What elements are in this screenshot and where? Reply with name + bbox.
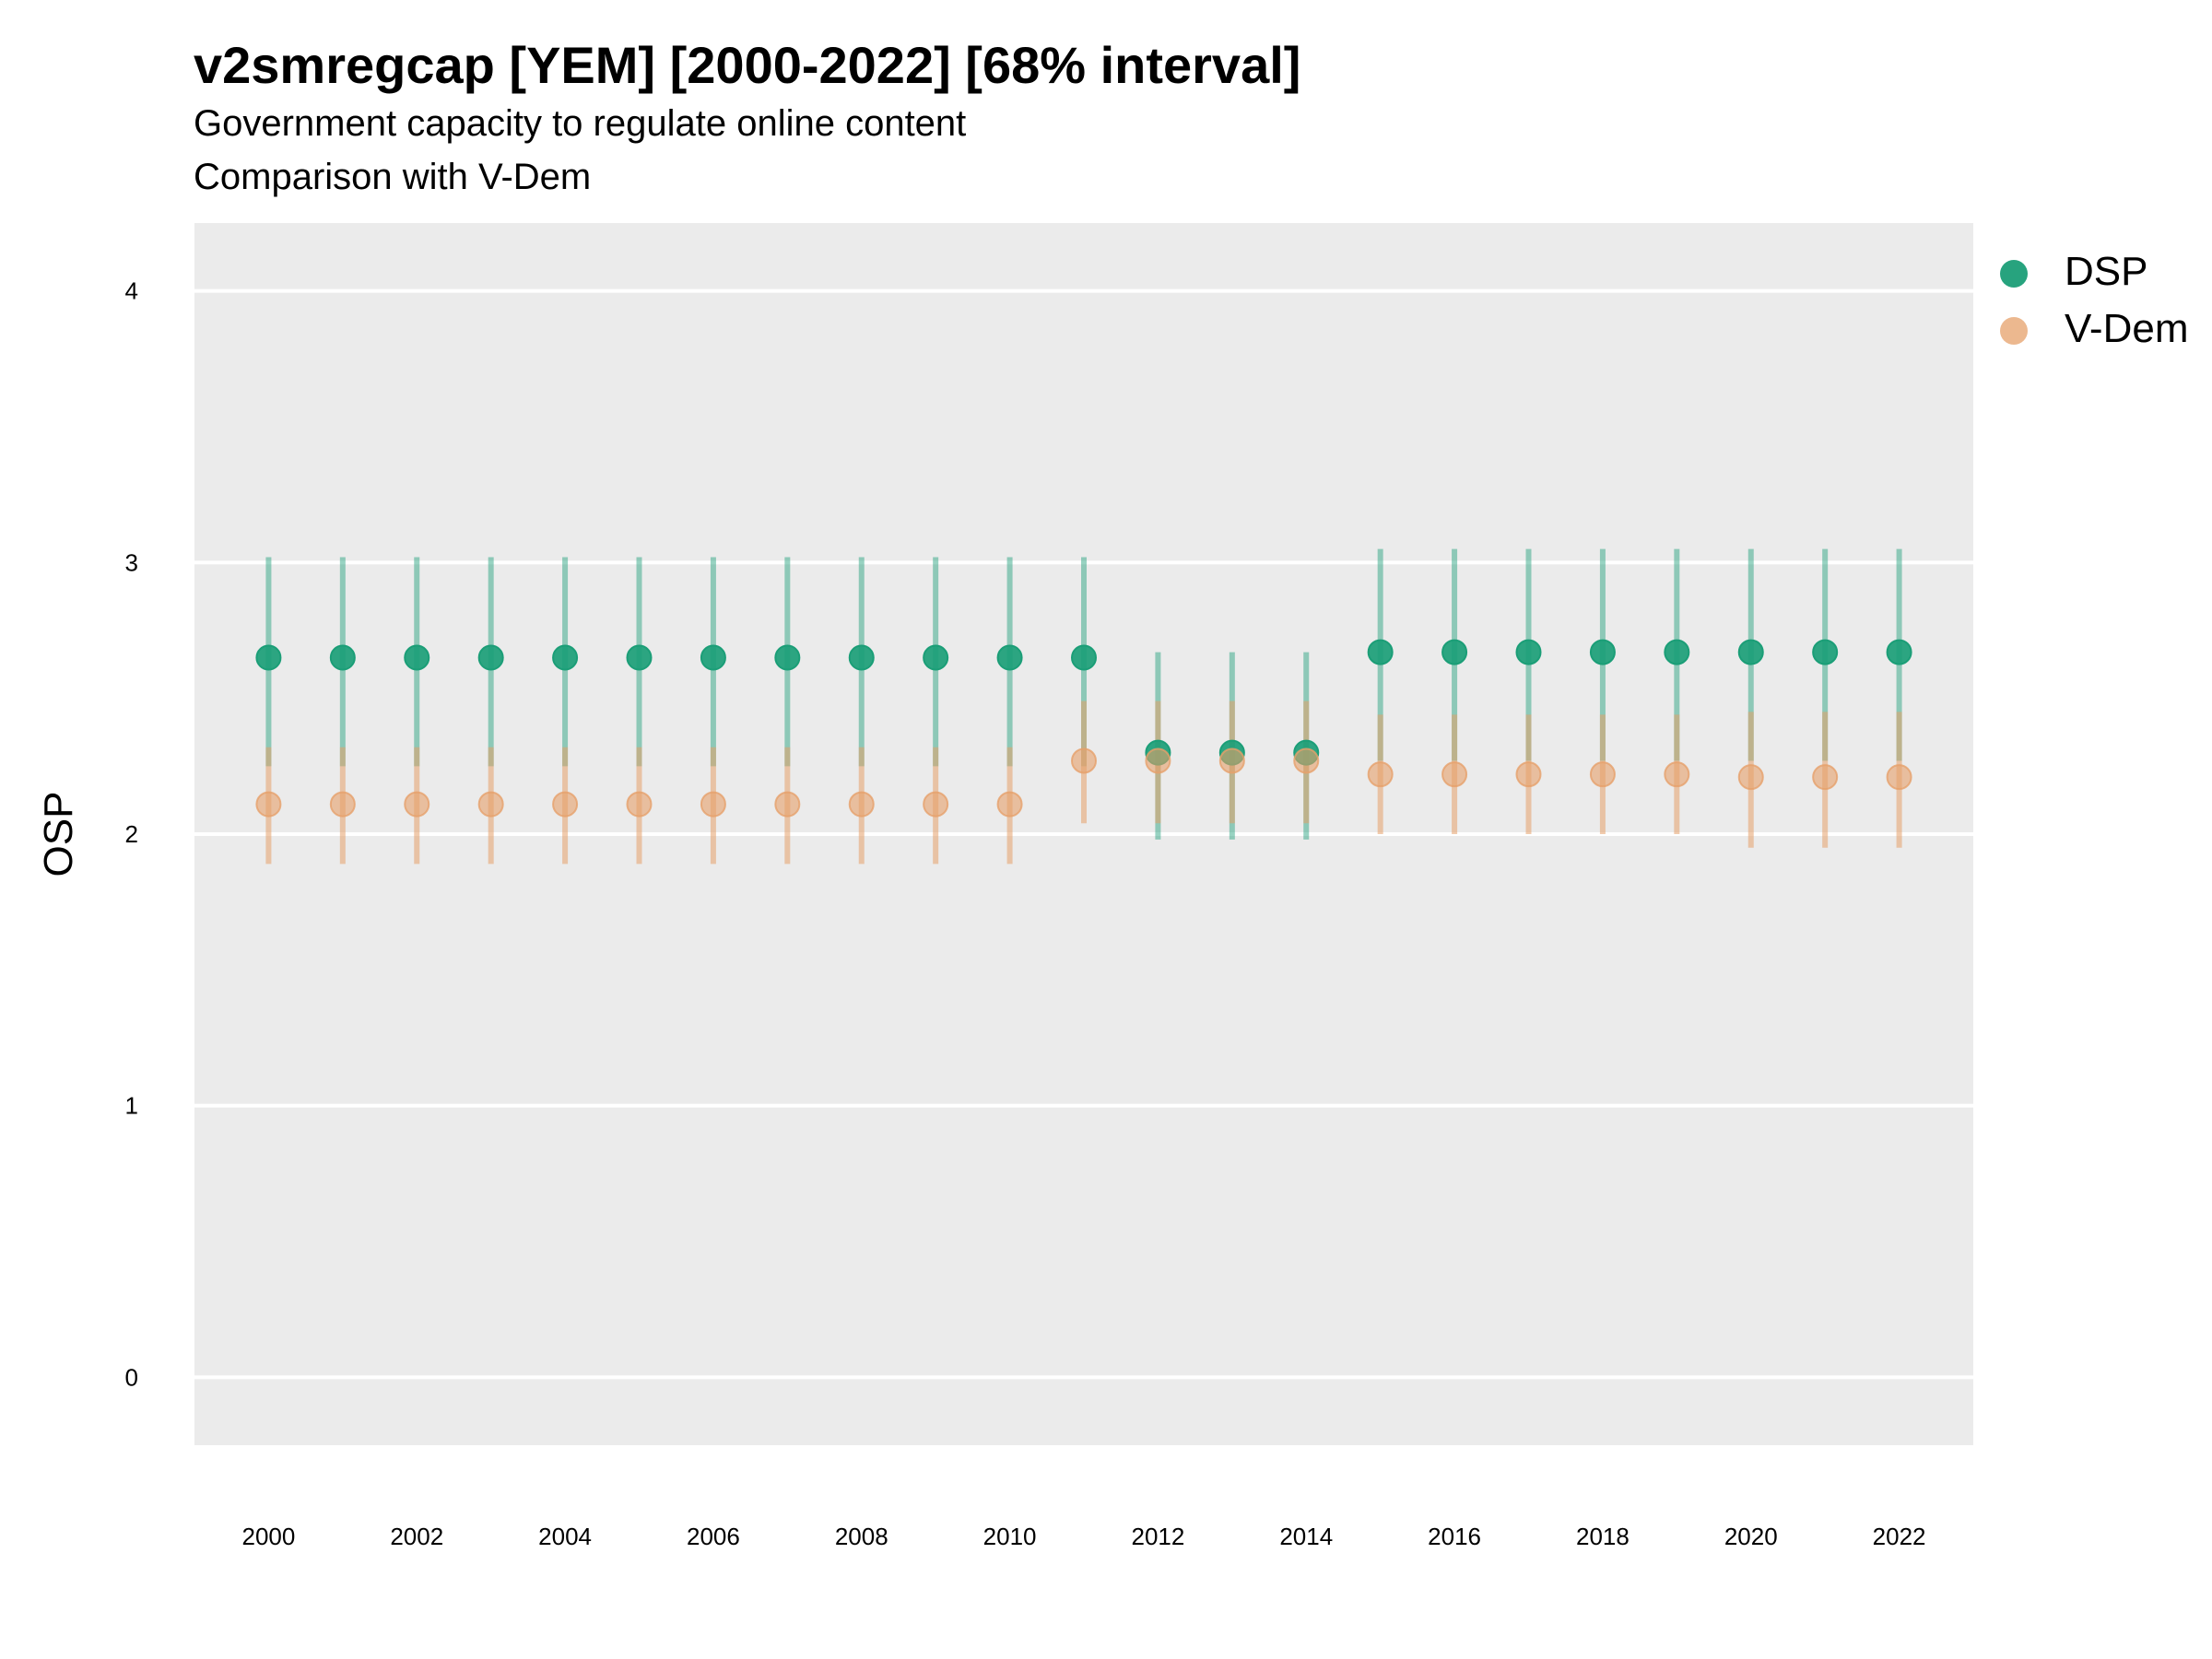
x-tick-label: 2016 xyxy=(1428,1523,1481,1550)
data-point-dsp xyxy=(329,644,356,671)
data-point-v-dem xyxy=(477,791,504,818)
data-point-dsp xyxy=(404,644,430,671)
data-point-v-dem xyxy=(700,791,726,818)
x-tick-label: 2006 xyxy=(687,1523,740,1550)
data-point-dsp xyxy=(923,644,949,671)
data-point-v-dem xyxy=(404,791,430,818)
x-tick-label: 2008 xyxy=(835,1523,888,1550)
x-tick-label: 2012 xyxy=(1131,1523,1184,1550)
data-point-v-dem xyxy=(1886,764,1912,791)
data-point-v-dem xyxy=(626,791,653,818)
data-point-v-dem xyxy=(1737,764,1764,791)
data-point-v-dem xyxy=(1812,764,1839,791)
data-point-v-dem xyxy=(552,791,579,818)
data-point-dsp xyxy=(1886,639,1912,665)
y-tick-label: 2 xyxy=(125,820,138,848)
data-point-v-dem xyxy=(774,791,801,818)
legend-label-dsp: DSP xyxy=(2065,249,2148,294)
data-point-dsp xyxy=(255,644,282,671)
data-point-v-dem xyxy=(1664,761,1690,788)
x-tick-label: 2022 xyxy=(1873,1523,1926,1550)
data-point-dsp xyxy=(848,644,875,671)
data-point-dsp xyxy=(1664,639,1690,665)
x-tick-label: 2000 xyxy=(241,1523,295,1550)
data-point-dsp xyxy=(552,644,579,671)
data-point-v-dem xyxy=(1367,761,1394,788)
data-point-v-dem xyxy=(1293,747,1320,774)
data-point-dsp xyxy=(1071,644,1097,671)
data-point-dsp xyxy=(626,644,653,671)
x-tick-label: 2004 xyxy=(538,1523,592,1550)
data-point-dsp xyxy=(774,644,801,671)
data-point-v-dem xyxy=(1515,761,1542,788)
x-tick-label: 2002 xyxy=(390,1523,443,1550)
y-tick-label: 3 xyxy=(125,548,138,576)
data-point-v-dem xyxy=(329,791,356,818)
legend-key-dsp xyxy=(2000,260,2028,288)
data-point-dsp xyxy=(1515,639,1542,665)
chart-title: v2smregcap [YEM] [2000-2022] [68% interv… xyxy=(194,36,1301,94)
data-point-dsp xyxy=(700,644,726,671)
chart-subtitle-comparison: Comparison with V-Dem xyxy=(194,157,592,197)
data-point-v-dem xyxy=(848,791,875,818)
y-tick-label: 1 xyxy=(125,1092,138,1120)
data-point-dsp xyxy=(477,644,504,671)
data-point-v-dem xyxy=(1218,747,1245,774)
y-axis-label: OSP xyxy=(36,792,81,877)
data-point-dsp xyxy=(1737,639,1764,665)
data-point-v-dem xyxy=(1071,747,1097,774)
data-point-v-dem xyxy=(255,791,282,818)
y-tick-label: 0 xyxy=(125,1363,138,1391)
data-point-v-dem xyxy=(996,791,1023,818)
data-point-dsp xyxy=(996,644,1023,671)
data-point-dsp xyxy=(1589,639,1616,665)
x-tick-label: 2020 xyxy=(1724,1523,1778,1550)
data-point-v-dem xyxy=(1441,761,1468,788)
data-point-dsp xyxy=(1441,639,1468,665)
legend-label-vdem: V-Dem xyxy=(2065,306,2189,351)
data-point-dsp xyxy=(1812,639,1839,665)
x-tick-label: 2018 xyxy=(1576,1523,1630,1550)
data-point-v-dem xyxy=(923,791,949,818)
chart-subtitle: Government capacity to regulate online c… xyxy=(194,103,967,144)
x-tick-label: 2014 xyxy=(1279,1523,1333,1550)
legend-key-vdem xyxy=(2000,317,2028,345)
y-tick-label: 4 xyxy=(125,277,138,305)
data-point-dsp xyxy=(1367,639,1394,665)
data-point-v-dem xyxy=(1589,761,1616,788)
x-tick-label: 2010 xyxy=(983,1523,1037,1550)
data-point-v-dem xyxy=(1145,747,1171,774)
